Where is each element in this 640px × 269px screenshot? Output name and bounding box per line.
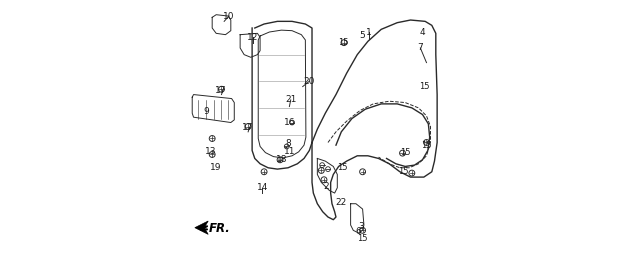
Text: 13: 13 [205, 147, 216, 156]
Text: 18: 18 [276, 155, 287, 164]
Text: 10: 10 [223, 12, 235, 20]
Text: 20: 20 [303, 77, 315, 86]
Text: 15: 15 [401, 148, 411, 157]
Text: 4: 4 [420, 27, 426, 37]
Text: 15: 15 [421, 141, 432, 150]
Text: 15: 15 [398, 167, 408, 176]
Text: 9: 9 [204, 107, 209, 116]
Text: 11: 11 [284, 147, 295, 156]
Text: 12: 12 [247, 33, 259, 42]
Text: 16: 16 [284, 118, 296, 127]
Text: 15: 15 [357, 234, 368, 243]
Polygon shape [195, 221, 208, 234]
Text: 1: 1 [366, 27, 372, 37]
Text: 21: 21 [285, 95, 296, 104]
Text: 17: 17 [242, 123, 253, 132]
Text: 6: 6 [356, 227, 362, 236]
Text: 5: 5 [360, 31, 365, 41]
Text: 15: 15 [419, 82, 430, 91]
Text: 7: 7 [417, 44, 423, 52]
Text: 15: 15 [337, 163, 348, 172]
Text: 17: 17 [215, 86, 227, 95]
Text: 15: 15 [338, 38, 349, 47]
Text: 2: 2 [324, 182, 330, 191]
Text: 19: 19 [210, 163, 221, 172]
Text: 8: 8 [285, 139, 291, 148]
Text: 14: 14 [257, 183, 268, 192]
Text: FR.: FR. [209, 222, 230, 235]
Text: 3: 3 [358, 222, 364, 231]
Text: 22: 22 [335, 198, 346, 207]
